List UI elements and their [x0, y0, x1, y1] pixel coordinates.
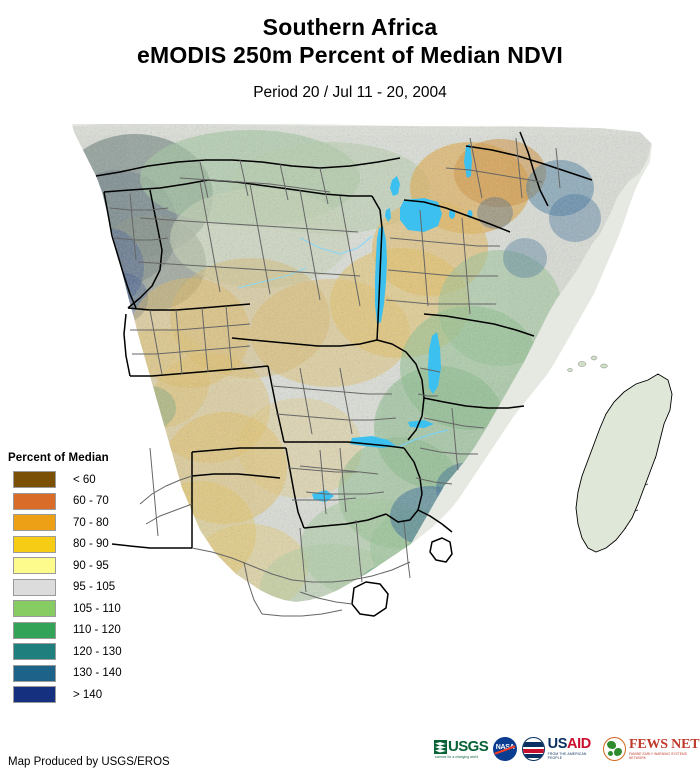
legend-swatch [13, 492, 56, 510]
legend-swatch [13, 600, 56, 618]
page-title-line2: eMODIS 250m Percent of Median NDVI [136, 42, 564, 68]
usaid-wordmark: USAID [547, 736, 599, 752]
legend-label: 60 - 70 [73, 495, 109, 508]
legend-row: 105 - 110 [5, 598, 155, 620]
page-title-line1: Southern Africa [262, 14, 438, 40]
legend-label: > 140 [73, 688, 103, 701]
legend-row: 60 - 70 [5, 491, 155, 513]
map-credit: Map Produced by USGS/EROS [8, 756, 170, 768]
fews-net-logo[interactable]: FEWS NET FAMINE EARLY WARNING SYSTEMS NE… [603, 737, 700, 761]
usaid-tagline: FROM THE AMERICAN PEOPLE [547, 752, 587, 760]
fews-wordmark: FEWS NET [629, 737, 700, 752]
legend-swatch [13, 514, 56, 532]
legend-label: 105 - 110 [73, 602, 121, 615]
legend-row: 70 - 80 [5, 512, 155, 534]
legend-row: 120 - 130 [5, 641, 155, 663]
legend-panel: Percent of Median < 60 60 - 70 70 - 80 80 -… [5, 452, 155, 706]
zambezi-river [395, 429, 449, 449]
legend-row: > 140 [5, 684, 155, 706]
comoros-islands [567, 355, 608, 372]
fews-globe-icon [603, 737, 626, 761]
legend-swatch [13, 664, 56, 682]
usgs-wave-icon [434, 739, 447, 754]
legend-swatch [13, 535, 56, 553]
ndvi-raster-map[interactable] [0, 118, 700, 736]
usgs-logo[interactable]: USGS science for a changing world [434, 737, 489, 759]
usaid-aid: AID [567, 736, 591, 752]
usaid-us: US [547, 736, 568, 752]
legend-swatch [13, 643, 56, 661]
legend-rows: < 60 60 - 70 70 - 80 80 - 90 90 - 95 95 - 105… [5, 469, 155, 706]
mainland-landmass [0, 118, 700, 736]
madagascar-landmass [567, 355, 673, 553]
legend-label: 90 - 95 [73, 559, 109, 572]
legend-row: 90 - 95 [5, 555, 155, 577]
lake-albert [390, 176, 400, 196]
usaid-logo[interactable]: USAID FROM THE AMERICAN PEOPLE [522, 737, 598, 761]
legend-swatch [13, 621, 56, 639]
usgs-tagline: science for a changing world [435, 754, 479, 759]
legend-label: < 60 [73, 473, 96, 486]
legend-title: Percent of Median [8, 452, 109, 464]
page-header: Southern Africa eMODIS 250m Percent of M… [0, 0, 700, 102]
legend-label: 70 - 80 [73, 516, 109, 529]
congo-river [299, 235, 373, 255]
legend-swatch [13, 557, 56, 575]
usaid-seal-icon [522, 737, 545, 761]
legend-label: 110 - 120 [73, 624, 121, 637]
ocean-mask [0, 118, 700, 736]
map-canvas[interactable] [0, 118, 700, 736]
legend-row: 130 - 140 [5, 663, 155, 685]
lake-malawi [428, 332, 441, 394]
country-borders [95, 131, 593, 617]
usgs-wordmark: USGS [448, 737, 489, 755]
lake-edward [385, 208, 391, 222]
legend-swatch [13, 471, 56, 489]
legend-label: 80 - 90 [73, 538, 109, 551]
legend-label: 95 - 105 [73, 581, 116, 594]
logo-strip: USGS science for a changing world NASA U… [434, 737, 700, 761]
legend-row: 80 - 90 [5, 534, 155, 556]
lake-cahora-bassa [408, 420, 434, 428]
legend-label: 120 - 130 [73, 645, 122, 658]
legend-row: < 60 [5, 469, 155, 491]
fews-tagline: FAMINE EARLY WARNING SYSTEMS NETWORK [629, 752, 687, 760]
lake-victoria [400, 198, 442, 232]
legend-swatch [13, 686, 56, 704]
nasa-logo[interactable]: NASA [493, 737, 518, 761]
page-subtitle: Period 20 / Jul 11 - 20, 2004 [253, 84, 447, 101]
legend-row: 110 - 120 [5, 620, 155, 642]
lake-tanganyika [375, 226, 387, 324]
admin-borders [109, 137, 561, 617]
legend-label: 130 - 140 [73, 667, 122, 680]
legend-row: 95 - 105 [5, 577, 155, 599]
legend-swatch [13, 578, 56, 596]
